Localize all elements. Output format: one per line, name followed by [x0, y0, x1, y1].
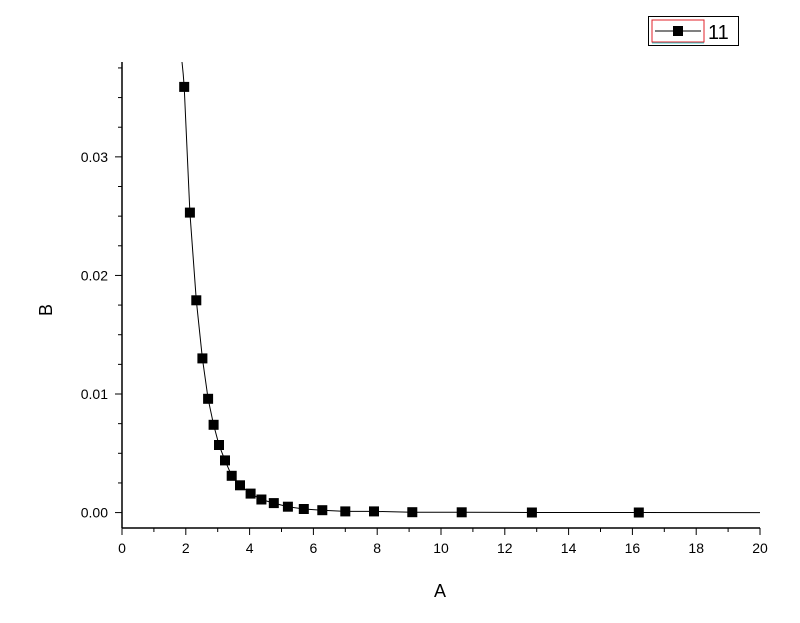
y-tick-label: 0.01	[81, 386, 108, 402]
x-tick-label: 10	[433, 540, 449, 556]
data-point	[456, 507, 467, 518]
data-point	[369, 506, 379, 517]
data-point	[220, 455, 230, 466]
x-axis-title: A	[434, 581, 446, 601]
x-tick-label: 2	[182, 540, 190, 556]
y-axis-title: B	[36, 304, 56, 316]
data-point	[226, 470, 237, 481]
legend-marker	[673, 26, 683, 36]
data-point	[197, 353, 208, 364]
y-tick-label: 0.00	[81, 505, 108, 521]
data-points-layer	[179, 81, 644, 518]
y-tick-label: 0.03	[81, 149, 108, 165]
x-tick-label: 14	[561, 540, 577, 556]
data-point	[208, 419, 219, 430]
data-point	[268, 498, 279, 509]
legend-label: 11	[708, 22, 729, 44]
data-point	[245, 488, 256, 499]
data-point	[282, 501, 293, 512]
data-point	[317, 505, 328, 516]
x-tick-label: 12	[497, 540, 513, 556]
data-point	[214, 440, 224, 450]
data-point	[179, 81, 190, 92]
data-point	[256, 494, 267, 505]
fit-curve-line	[181, 61, 761, 514]
data-point	[235, 480, 245, 491]
fit-curve-layer	[181, 61, 761, 514]
x-tick-label: 18	[688, 540, 704, 556]
data-point	[407, 507, 418, 518]
data-point	[526, 507, 537, 518]
x-tick-label: 0	[118, 540, 126, 556]
x-tick-label: 4	[246, 540, 254, 556]
x-tick-label: 8	[373, 540, 381, 556]
data-point	[191, 295, 202, 306]
data-point	[203, 393, 214, 404]
legend: 11	[648, 16, 739, 46]
axes: 0 2 4 6 8 10 12 14 16 18 20 0.00 0.01 0.02 0.03	[81, 62, 768, 556]
x-tick-label: 6	[310, 540, 318, 556]
legend-symbol-frame	[651, 19, 705, 43]
data-point	[298, 504, 309, 514]
x-tick-label: 16	[625, 540, 641, 556]
y-tick-label: 0.02	[81, 267, 108, 283]
data-point	[633, 507, 644, 518]
data-point	[340, 506, 351, 517]
data-point	[184, 207, 195, 218]
x-tick-label: 20	[752, 540, 768, 556]
